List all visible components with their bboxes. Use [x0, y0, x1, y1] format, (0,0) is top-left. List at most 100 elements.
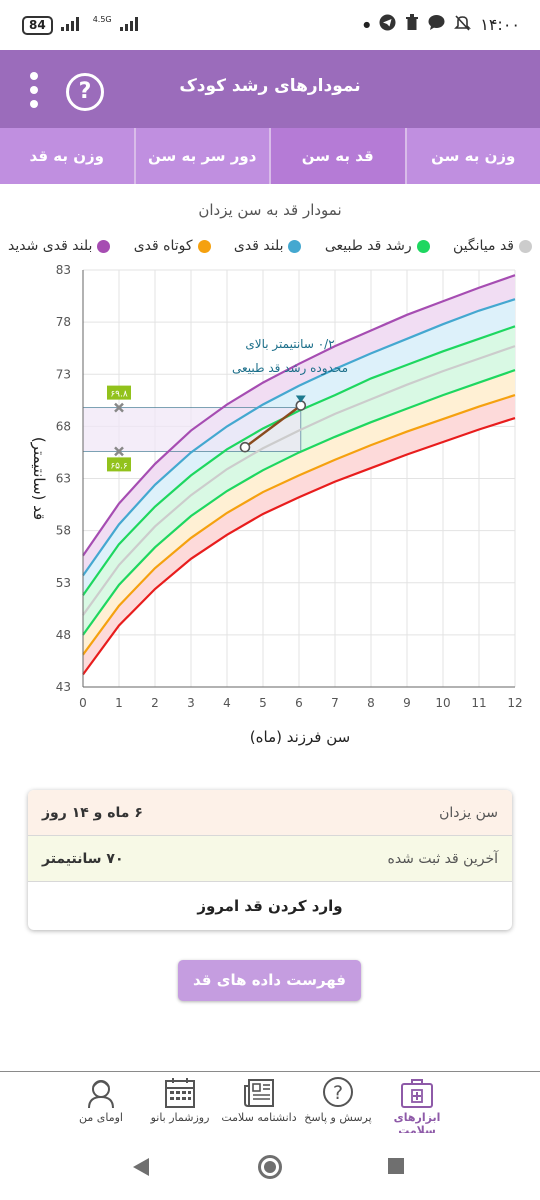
signal-icon-2: [119, 16, 144, 35]
legend-dot-icon: [197, 239, 211, 253]
enter-height-button[interactable]: وارد کردن قد امروز: [197, 897, 343, 915]
y-tick-label: 68: [56, 419, 71, 433]
first-aid-kit-icon: [401, 1079, 433, 1108]
x-tick-label: 0: [79, 696, 87, 710]
y-tick-label: 63: [56, 472, 71, 486]
nav-label: دانشنامه سلامت: [221, 1111, 297, 1124]
overflow-menu-icon[interactable]: [20, 68, 48, 112]
growth-band: [83, 299, 515, 596]
home-icon[interactable]: [258, 1155, 282, 1179]
legend-dot-icon: [97, 239, 111, 253]
legend-label: قد میانگین: [453, 238, 514, 254]
legend-dot-icon: [519, 239, 532, 253]
tab-head-circumference[interactable]: دور سر به سن: [136, 128, 271, 184]
legend-label: بلند قدی: [233, 238, 284, 254]
last-height-label: آخرین قد ثبت شده: [387, 850, 499, 867]
x-tick-label: 12: [507, 696, 522, 710]
legend-dot-icon: [416, 239, 430, 253]
age-value: ۶ ماه و ۱۴ روز: [42, 804, 143, 821]
trash-icon: [405, 14, 419, 35]
x-tick-label: 4: [223, 696, 231, 710]
nav-item-my-profile[interactable]: اومای من: [58, 1076, 144, 1124]
measurement-line: [244, 404, 302, 449]
y-tick-label: 53: [56, 576, 71, 590]
growth-band: [83, 326, 515, 635]
y-tick-label: 58: [56, 524, 71, 538]
chat-icon: [428, 14, 445, 35]
x-tick-label: 1: [115, 696, 123, 710]
series-line-normal_upper: [82, 325, 516, 596]
series-line-very_tall: [82, 274, 516, 557]
reference-badge: [107, 385, 131, 400]
legend-label: رشد قد طبیعی: [324, 238, 412, 254]
y-tick-label: 48: [56, 628, 71, 642]
annotation-text: محدوده رشد قد طبیعی: [232, 361, 348, 376]
question-bubble-icon: ?: [323, 1077, 353, 1107]
reference-badge-label: ۶۹.۸: [110, 390, 128, 400]
nav-item-health-tools[interactable]: ابزارهای سلامت: [374, 1076, 460, 1137]
chart-legend: بلند قدی شدید کوتاه قدی بلند قدی رشد قد …: [8, 238, 532, 254]
legend-item: قد میانگین: [453, 238, 532, 254]
x-tick-label: 2: [151, 696, 159, 710]
measurement-point: [239, 441, 251, 453]
nav-label: روزشمار بانو: [150, 1111, 210, 1124]
help-icon[interactable]: ?: [66, 73, 104, 111]
reference-badge: [107, 457, 131, 472]
app-bar: ? نمودارهای رشد کودک: [0, 50, 540, 128]
y-tick-label: 43: [56, 680, 71, 694]
nav-item-q-and-a[interactable]: ? پرسش و پاسخ: [295, 1076, 381, 1124]
signal-icon: [60, 16, 85, 35]
nav-label: پرسش و پاسخ: [304, 1111, 372, 1124]
tab-weight-to-height[interactable]: وزن به قد: [0, 128, 136, 184]
info-card: سن یزدان ۶ ماه و ۱۴ روز آخرین قد ثبت شده…: [28, 790, 512, 930]
x-tick-label: 10: [435, 696, 450, 710]
growth-band: [83, 275, 515, 576]
svg-text:?: ?: [333, 1082, 343, 1104]
x-tick-label: 11: [471, 696, 486, 710]
page-title: نمودارهای رشد کودک: [179, 76, 361, 96]
x-tick-label: 7: [331, 696, 339, 710]
age-row: سن یزدان ۶ ماه و ۱۴ روز: [28, 790, 512, 836]
y-tick-label: 73: [56, 367, 71, 381]
tab-height-for-age[interactable]: قد به سن: [271, 128, 407, 184]
back-icon[interactable]: [133, 1158, 149, 1176]
series-line-normal_lower: [82, 369, 516, 636]
nav-label: اومای من: [79, 1111, 123, 1124]
nav-item-encyclopedia[interactable]: دانشنامه سلامت: [216, 1076, 302, 1124]
x-tick-label: 8: [367, 696, 375, 710]
height-list-button[interactable]: فهرست داده های قد یزدان: [178, 960, 361, 1030]
series-line-tall: [82, 298, 516, 577]
legend-label: کوتاه قدی: [133, 238, 193, 254]
last-height-row: آخرین قد ثبت شده ۷۰ سانتیمتر: [28, 836, 512, 882]
last-height-value: ۷۰ سانتیمتر: [42, 850, 124, 867]
mute-icon: [454, 14, 472, 35]
legend-item: بلند قدی: [234, 238, 302, 254]
growth-band: [83, 395, 515, 675]
legend-item: رشد قد طبیعی: [325, 238, 430, 254]
growth-band: [83, 370, 515, 655]
legend-label: بلند قدی شدید: [8, 238, 93, 254]
y-axis-label: قد (سانتیمتر): [30, 437, 48, 520]
telegram-icon: [379, 14, 396, 35]
reference-badge-label: ۶۵.۶: [110, 461, 128, 471]
legend-dot-icon: [288, 239, 302, 253]
current-pointer-icon: [295, 395, 306, 403]
y-tick-label: 78: [56, 315, 71, 329]
x-tick-label: 9: [403, 696, 411, 710]
series-line-median: [82, 345, 516, 616]
legend-item: کوتاه قدی: [134, 238, 211, 254]
notification-dot-icon: ●: [363, 20, 371, 29]
annotation-text: ۰/۲ سانتیمتر بالای: [245, 337, 334, 352]
tab-weight-for-age[interactable]: وزن به سن: [431, 147, 516, 165]
status-bar: 84 4.5G ● ۱۴:۰۰: [0, 0, 540, 50]
recent-apps-icon[interactable]: [388, 1158, 404, 1174]
y-tick-label: 83: [56, 263, 71, 277]
age-label: سن یزدان: [439, 804, 498, 821]
calendar-icon: [165, 1078, 195, 1108]
x-tick-label: 3: [187, 696, 195, 710]
nav-item-calendar[interactable]: روزشمار بانو: [137, 1076, 223, 1124]
x-axis-label: سن فرزند (ماه): [250, 728, 350, 746]
x-tick-label: 5: [259, 696, 267, 710]
newspaper-icon: [244, 1079, 274, 1107]
clock-time: ۱۴:۰۰: [480, 15, 520, 34]
